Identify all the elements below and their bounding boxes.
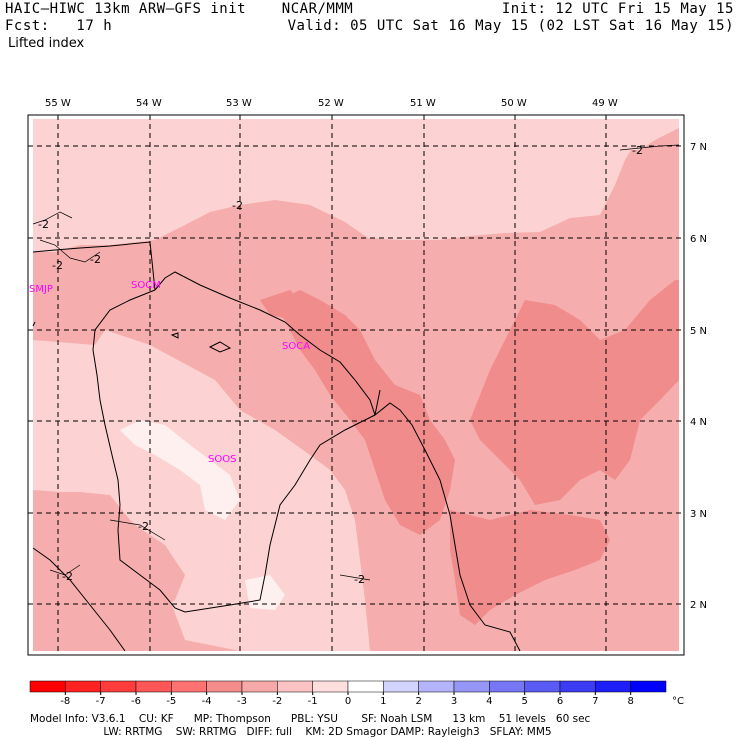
lon-label: 51 W	[410, 98, 436, 109]
contour-label: -2	[38, 218, 49, 231]
colorbar-swatch	[312, 680, 349, 693]
lon-label-group: 55 W 54 W 53 W 52 W 51 W 50 W 49 W	[45, 98, 618, 109]
contour-label: -2	[354, 573, 365, 586]
li-region-m3-center	[270, 290, 455, 535]
colorbar-tick-label: 6	[557, 696, 563, 707]
colorbar-tick-label: 4	[486, 696, 492, 707]
colorbar-swatch	[206, 680, 243, 693]
lon-label: 52 W	[318, 98, 344, 109]
lat-label: 4 N	[690, 417, 707, 428]
li-contours	[32, 144, 680, 581]
colorbar-tick-label: 0	[345, 696, 351, 707]
colorbar-tick-label: -8	[60, 696, 70, 707]
contour-label: -2	[90, 253, 101, 266]
li-region-m2-sw	[33, 495, 185, 618]
colorbar-tick-label: -5	[166, 696, 176, 707]
model-info-line1: Model Info: V3.6.1 CU: KF MP: Thompson P…	[30, 713, 591, 725]
li-region-m1-north	[33, 119, 679, 252]
colorbar-unit: °C	[672, 696, 684, 707]
colorbar-swatch	[100, 680, 137, 693]
li-region-0	[120, 420, 240, 520]
colorbar-swatch	[29, 680, 66, 693]
colorbar-tick-label: 8	[627, 696, 633, 707]
colorbar-swatch	[559, 680, 596, 693]
graticule	[28, 115, 684, 655]
colorbar-swatch	[524, 680, 561, 693]
colorbar-tick-label: 5	[521, 696, 527, 707]
station-label-group: SMJP SOCM SOCA SOOS	[29, 280, 310, 465]
lon-label: 49 W	[592, 98, 618, 109]
colorbar-tick-label: 1	[380, 696, 386, 707]
contour-label: -2	[62, 570, 73, 583]
colorbar-tick-label: 7	[592, 696, 598, 707]
colorbar: -8 -7 -6 -5 -4 -3 -2 -1 0 1 2 3 4 5 6 7 8	[29, 680, 667, 707]
forecast-hour: Fcst: 17 h	[5, 18, 113, 34]
lat-label: 5 N	[690, 326, 707, 337]
lat-label: 2 N	[690, 600, 707, 611]
lat-label-group: 7 N 6 N 5 N 4 N 3 N 2 N	[690, 142, 707, 611]
contour-label: -2	[52, 259, 63, 272]
station-label-smjp: SMJP	[29, 284, 53, 295]
li-region-m3-blob	[260, 290, 305, 320]
contour-label: -2	[138, 520, 149, 533]
lon-label: 54 W	[136, 98, 162, 109]
li-region-m3-east	[470, 280, 679, 505]
colorbar-tick-label: -7	[96, 696, 106, 707]
colorbar-swatch	[65, 680, 101, 693]
colorbar-swatch	[347, 680, 384, 693]
colorbar-swatch	[489, 680, 525, 693]
contour-label-group: -2 -2 -2 -2 -2 -2 -2 -2	[38, 144, 643, 586]
colorbar-tick-label: -2	[272, 696, 282, 707]
li-region-m2-sw2	[33, 595, 100, 651]
station-label-socm: SOCM	[131, 280, 161, 291]
lat-label: 3 N	[690, 509, 707, 520]
colorbar-swatch	[418, 680, 455, 693]
li-region-m3-south	[450, 510, 610, 625]
colorbar-swatch	[595, 680, 631, 693]
plot-area: -2 -2 -2 -2 -2 -2 -2 -2 SMJP SOCM SOCA S…	[27, 114, 685, 656]
lon-label: 50 W	[501, 98, 527, 109]
colorbar-swatch	[171, 680, 207, 693]
li-region-m1-ne	[560, 119, 679, 150]
colorbar-swatch	[241, 680, 278, 693]
station-label-soos: SOOS	[208, 454, 236, 465]
colorbar-swatch	[453, 680, 490, 693]
colorbar-swatch	[383, 680, 419, 693]
lat-label: 6 N	[690, 234, 707, 245]
colorbar-tick-label: -6	[131, 696, 141, 707]
colorbar-swatch	[277, 680, 313, 693]
colorbar-swatch	[630, 680, 667, 693]
init-time: Init: 12 UTC Fri 15 May 15	[501, 1, 734, 17]
colorbar-tick-label: -3	[237, 696, 247, 707]
model-title: HAIC–HIWC 13km ARW–GFS init NCAR/MMM	[5, 1, 354, 17]
contour-label: -2	[632, 144, 643, 157]
colorbar-swatch	[135, 680, 172, 693]
colorbar-tick-label: 2	[415, 696, 421, 707]
lat-label: 7 N	[690, 142, 707, 153]
model-info-line2: LW: RRTMG SW: RRTMG DIFF: full KM: 2D Sm…	[30, 726, 552, 738]
valid-time: Valid: 05 UTC Sat 16 May 15 (02 LST Sat …	[287, 18, 734, 34]
lon-label: 53 W	[226, 98, 252, 109]
lon-label: 55 W	[45, 98, 71, 109]
colorbar-tick-label: 3	[451, 696, 457, 707]
coastlines-borders	[32, 241, 521, 652]
colorbar-tick-label: -4	[202, 696, 212, 707]
field-name: Lifted index	[8, 36, 85, 51]
colorbar-tick-label: -1	[308, 696, 318, 707]
station-label-soca: SOCA	[282, 341, 310, 352]
contour-label: -2	[232, 199, 243, 212]
